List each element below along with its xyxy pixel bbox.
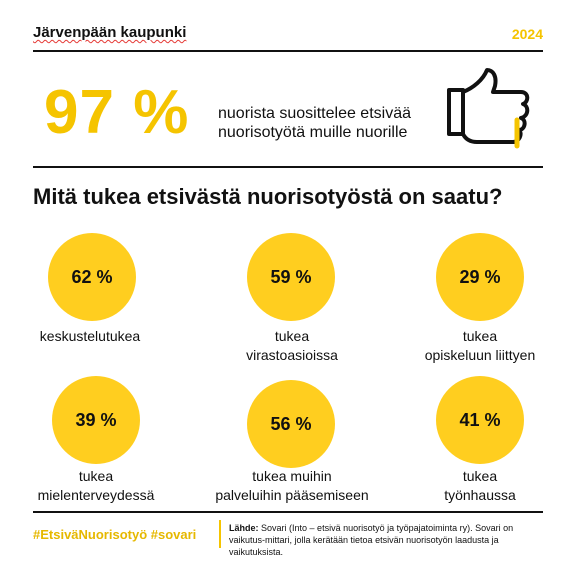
stat-circle-virastoasiat: 59 % xyxy=(247,233,335,321)
stat-label-line1: keskustelutukea xyxy=(39,328,141,344)
stat-label-line2: mielenterveydessä xyxy=(37,486,155,503)
organization-name: Järvenpään kaupunki xyxy=(33,24,187,41)
stat-label-tyonhaku: tukea työnhaussa xyxy=(390,467,570,505)
stat-label-palvelut: tukea muihin palveluihin pääsemiseen xyxy=(202,467,382,505)
section-title: Mitä tukea etsivästä nuorisotyöstä on sa… xyxy=(33,184,503,209)
section-divider xyxy=(33,166,543,168)
stat-circle-palvelut: 56 % xyxy=(247,380,335,468)
stat-label-line1: tukea xyxy=(462,328,498,344)
stat-label-line1: tukea xyxy=(78,468,114,484)
hero-statement-line1: nuorista suosittelee etsivää xyxy=(218,105,411,122)
footer-separator xyxy=(219,520,221,548)
source-text: Sovari (Into – etsivä nuorisotyö ja työp… xyxy=(229,523,514,558)
hero-statement: nuorista suosittelee etsivää nuorisotyöt… xyxy=(218,104,448,142)
stat-label-line1: tukea xyxy=(462,468,498,484)
stat-circle-keskustelutuki: 62 % xyxy=(48,233,136,321)
hashtags: #EtsiväNuorisotyö #sovari xyxy=(33,527,197,542)
footer-divider xyxy=(33,511,543,513)
source-label: Lähde: xyxy=(229,523,259,533)
stat-label-line2: virastoasioissa xyxy=(246,346,338,363)
stat-circle-mielenterveys: 39 % xyxy=(52,376,140,464)
stat-label-keskustelutuki: keskustelutukea xyxy=(0,327,180,346)
stat-label-mielenterveys: tukea mielenterveydessä xyxy=(6,467,186,505)
year-label: 2024 xyxy=(511,26,543,42)
stat-label-line2: työnhaussa xyxy=(444,486,516,503)
top-divider xyxy=(33,50,543,52)
stat-label-virastoasiat: tukea virastoasioissa xyxy=(202,327,382,365)
thumbs-up-icon xyxy=(447,68,530,149)
stat-circle-opiskelu: 29 % xyxy=(436,233,524,321)
hero-statement-line2: nuorisotyötä muille nuorille xyxy=(218,124,408,142)
stat-label-line1: tukea muihin xyxy=(252,468,332,484)
stat-label-line2: opiskeluun liittyen xyxy=(424,346,536,363)
stat-label-opiskelu: tukea opiskeluun liittyen xyxy=(390,327,570,365)
source-note: Lähde: Sovari (Into – etsivä nuorisotyö … xyxy=(229,522,549,558)
stat-circle-tyonhaku: 41 % xyxy=(436,376,524,464)
stat-label-line2: palveluihin pääsemiseen xyxy=(215,486,369,503)
hero-percent: 97 % xyxy=(44,78,190,147)
stat-label-line1: tukea xyxy=(274,328,310,344)
